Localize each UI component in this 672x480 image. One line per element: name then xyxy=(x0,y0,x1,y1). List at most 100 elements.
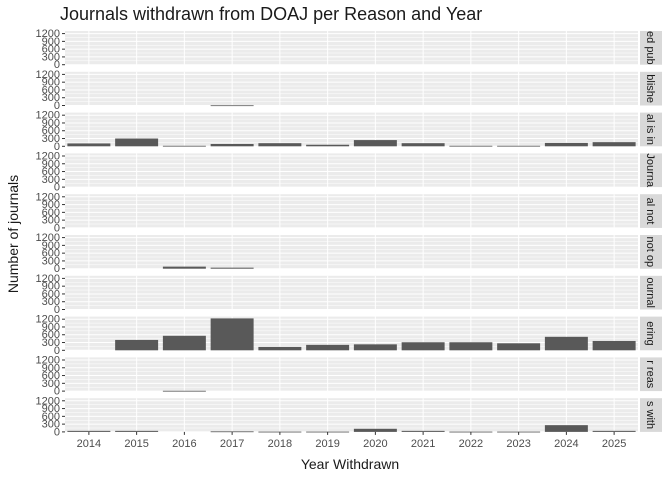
panel-background xyxy=(65,357,638,392)
facet-strip-label: al not xyxy=(644,198,656,225)
facet-strip xyxy=(640,357,662,392)
y-tick-label: 300 xyxy=(42,378,60,390)
x-tick-label: 2020 xyxy=(363,438,387,450)
bar xyxy=(544,336,588,351)
y-tick-label: 300 xyxy=(42,174,60,186)
bar xyxy=(162,390,206,392)
panel-background xyxy=(65,194,638,228)
y-tick-label: 300 xyxy=(42,215,60,227)
y-tick-label: 900 xyxy=(42,77,60,89)
panel-background xyxy=(65,275,638,310)
chart-title: Journals withdrawn from DOAJ per Reason … xyxy=(60,4,482,24)
x-axis: 2014 2015 2016 2017 2018 2019 2020 2021 2022 2023… xyxy=(77,431,626,450)
y-tick-label: 900 xyxy=(42,158,60,170)
bar xyxy=(497,145,541,147)
bar xyxy=(210,267,254,269)
y-tick-label: 0 xyxy=(54,304,60,316)
y-tick-label: 300 xyxy=(42,419,60,431)
y-tick-label: 1200 xyxy=(36,150,60,162)
bar xyxy=(401,430,445,432)
y-tick-label: 0 xyxy=(54,426,60,438)
facet-strip xyxy=(640,112,662,147)
y-tick-label: 600 xyxy=(42,125,60,137)
y-tick-label: 600 xyxy=(42,248,60,260)
y-tick-label: 600 xyxy=(42,207,60,219)
bar xyxy=(115,339,159,351)
bar xyxy=(210,105,254,107)
y-tick-label: 900 xyxy=(42,36,60,48)
bar xyxy=(67,430,111,432)
facet-strip xyxy=(640,398,662,432)
bar xyxy=(258,346,302,351)
facet-strip xyxy=(640,71,662,106)
bar xyxy=(210,431,254,433)
facet-strip-label: s with xyxy=(644,401,656,429)
bar xyxy=(592,340,636,351)
y-tick-label: 600 xyxy=(42,329,60,341)
y-tick-label: 300 xyxy=(42,133,60,145)
bar xyxy=(544,142,588,147)
y-tick-label: 0 xyxy=(54,182,60,194)
bar xyxy=(449,145,493,147)
panel-background xyxy=(65,398,638,432)
facet-strip-label: ering xyxy=(644,321,656,345)
y-tick-label: 900 xyxy=(42,321,60,333)
y-tick-label: 0 xyxy=(54,100,60,112)
facet-strip-label: blishe xyxy=(644,74,656,103)
y-tick-label: 900 xyxy=(42,403,60,415)
bar xyxy=(592,430,636,432)
bar xyxy=(210,318,254,351)
facet-strip-label: Journa xyxy=(644,153,656,188)
bar xyxy=(67,143,111,147)
x-tick-label: 2025 xyxy=(602,438,626,450)
y-tick-label: 0 xyxy=(54,345,60,357)
bar xyxy=(162,266,206,269)
y-tick-label: 600 xyxy=(42,84,60,96)
bar xyxy=(162,335,206,351)
y-tick-label: 600 xyxy=(42,370,60,382)
x-tick-label: 2016 xyxy=(172,438,196,450)
bar xyxy=(544,425,588,432)
bar xyxy=(449,342,493,351)
y-tick-label: 1200 xyxy=(36,28,60,40)
facet-strip xyxy=(640,153,662,188)
y-tick-label: 300 xyxy=(42,296,60,308)
facet-strip xyxy=(640,194,662,228)
y-tick-label: 1200 xyxy=(36,69,60,81)
panel-background xyxy=(65,153,638,188)
bar xyxy=(115,138,159,147)
x-tick-label: 2017 xyxy=(220,438,244,450)
facet-strip xyxy=(640,275,662,310)
x-tick-label: 2019 xyxy=(315,438,339,450)
bar xyxy=(306,144,350,147)
facet-strip xyxy=(640,31,662,65)
y-tick-label: 300 xyxy=(42,92,60,104)
bar xyxy=(115,430,159,432)
x-tick-label: 2022 xyxy=(459,438,483,450)
y-tick-label: 600 xyxy=(42,44,60,56)
y-tick-label: 600 xyxy=(42,411,60,423)
bar xyxy=(353,140,397,147)
bar xyxy=(258,143,302,147)
y-tick-label: 900 xyxy=(42,362,60,374)
bar xyxy=(353,344,397,351)
x-tick-label: 2021 xyxy=(411,438,435,450)
y-tick-label: 1200 xyxy=(36,110,60,122)
y-tick-label: 900 xyxy=(42,281,60,293)
y-tick-label: 0 xyxy=(54,141,60,153)
bar xyxy=(497,343,541,351)
bar xyxy=(353,428,397,432)
y-tick-label: 300 xyxy=(42,337,60,349)
y-tick-label: 0 xyxy=(54,386,60,398)
y-axis-title: Number of journals xyxy=(5,175,21,293)
